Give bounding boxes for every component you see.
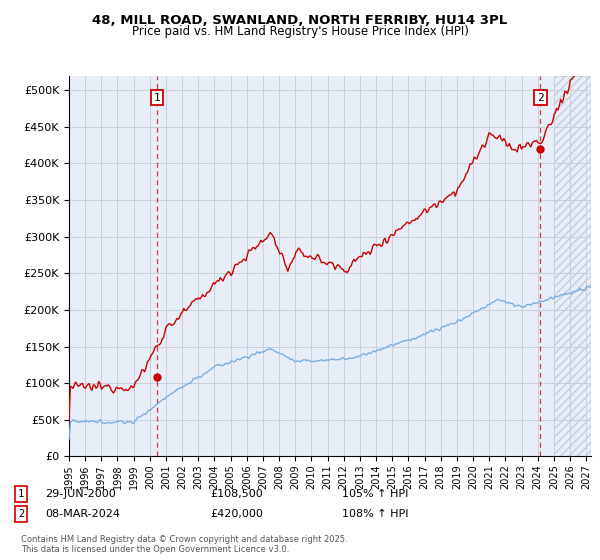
Text: Price paid vs. HM Land Registry's House Price Index (HPI): Price paid vs. HM Land Registry's House … [131,25,469,38]
Text: £108,500: £108,500 [210,489,263,499]
Bar [554,76,591,456]
Text: 08-MAR-2024: 08-MAR-2024 [45,509,120,519]
Bar [554,76,591,456]
Text: £420,000: £420,000 [210,509,263,519]
Text: 1: 1 [18,489,24,499]
Text: 1: 1 [154,92,161,102]
Text: 105% ↑ HPI: 105% ↑ HPI [342,489,409,499]
Text: 29-JUN-2000: 29-JUN-2000 [45,489,116,499]
Text: 2: 2 [537,92,544,102]
Text: 48, MILL ROAD, SWANLAND, NORTH FERRIBY, HU14 3PL: 48, MILL ROAD, SWANLAND, NORTH FERRIBY, … [92,14,508,27]
Text: Contains HM Land Registry data © Crown copyright and database right 2025.
This d: Contains HM Land Registry data © Crown c… [21,535,347,554]
Text: 108% ↑ HPI: 108% ↑ HPI [342,509,409,519]
Text: 2: 2 [18,509,24,519]
